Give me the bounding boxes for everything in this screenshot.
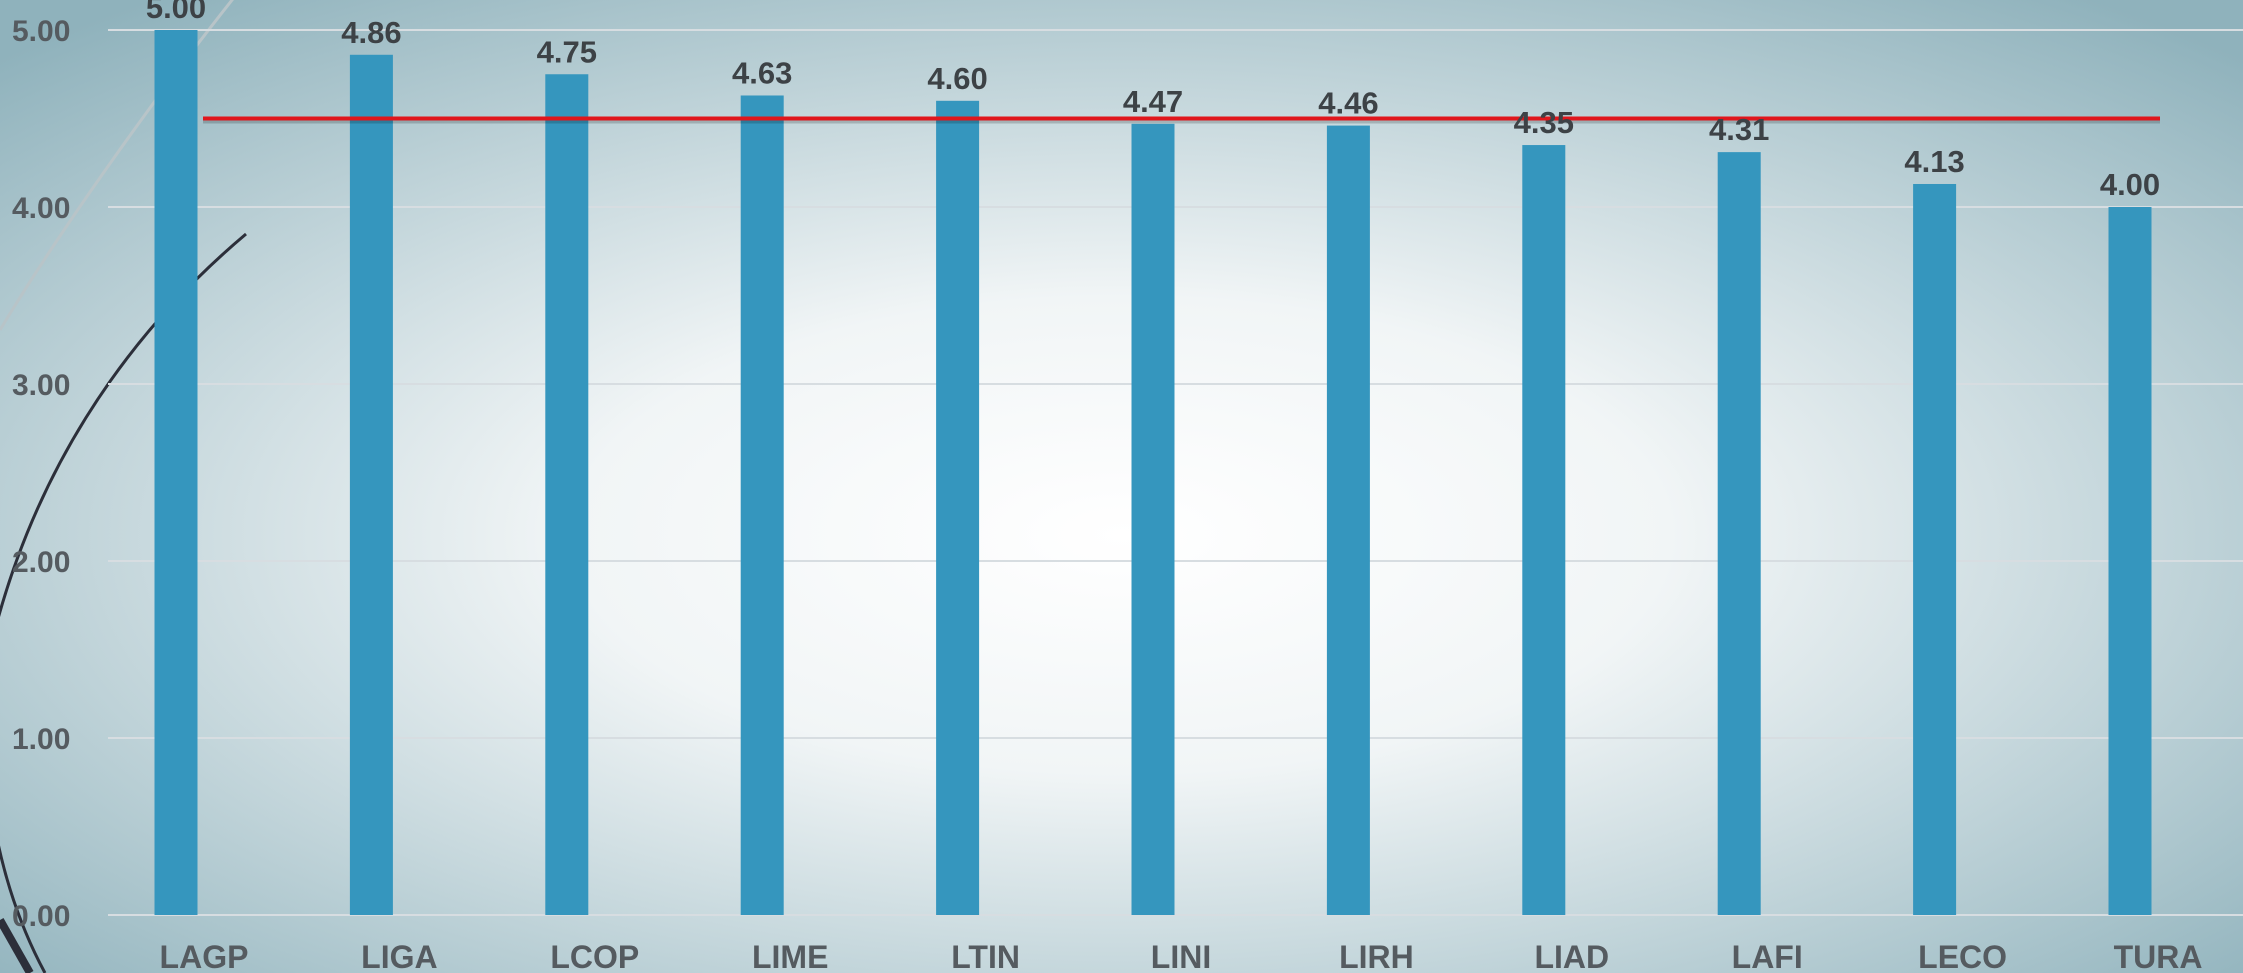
x-category-label: LIAD	[1534, 939, 1609, 973]
data-label: 4.75	[537, 34, 597, 69]
y-tick-label: 3.00	[12, 369, 70, 402]
bar	[2108, 207, 2152, 915]
x-axis-categories: LAGP LIGA LCOP LIME LTIN LINI LIRH LIAD LAFI LECO…	[160, 939, 2203, 973]
bar	[1131, 123, 1175, 915]
x-category-label: LTIN	[951, 939, 1020, 973]
bars	[154, 30, 2152, 916]
data-labels: 5.00 4.86 4.75 4.63 4.60 4.47 4.46 4.35 4.31 4.13…	[146, 0, 2160, 202]
x-category-label: LAGP	[160, 939, 249, 973]
decorative-arc-dark	[0, 232, 247, 973]
x-category-label: LAFI	[1732, 939, 1803, 973]
y-tick-label: 0.00	[12, 900, 70, 933]
data-label: 5.00	[146, 0, 206, 25]
bar	[1913, 183, 1957, 916]
x-category-label: LECO	[1918, 939, 2007, 973]
bar	[349, 54, 393, 915]
y-axis-ticks: 0.00 1.00 2.00 3.00 4.00 5.00	[12, 15, 70, 933]
bar	[740, 95, 784, 916]
data-label: 4.00	[2100, 167, 2160, 202]
data-label: 4.46	[1318, 86, 1378, 121]
y-tick-label: 5.00	[12, 15, 70, 48]
data-label: 4.60	[927, 61, 987, 96]
bar	[1326, 125, 1370, 915]
bar	[1717, 152, 1761, 915]
decorative-arc-light	[0, 0, 234, 331]
x-category-label: LIME	[752, 939, 828, 973]
data-label: 4.86	[341, 15, 401, 50]
data-label: 4.47	[1123, 84, 1183, 119]
reference-line-layer	[203, 116, 2160, 124]
x-category-label: LCOP	[550, 939, 639, 973]
data-label: 4.31	[1709, 112, 1769, 147]
decorative-arc-dark-bottom	[0, 918, 34, 973]
y-tick-label: 4.00	[12, 192, 70, 225]
x-category-label: LIRH	[1339, 939, 1414, 973]
x-category-label: TURA	[2114, 939, 2203, 973]
y-tick-label: 2.00	[12, 546, 70, 579]
bar	[936, 100, 980, 916]
data-label: 4.13	[1904, 144, 1964, 179]
x-category-label: LINI	[1151, 939, 1211, 973]
bar	[154, 30, 198, 915]
bar	[545, 74, 589, 915]
bar	[1522, 145, 1566, 916]
data-label: 4.63	[732, 55, 792, 90]
x-category-label: LIGA	[361, 939, 437, 973]
y-tick-label: 1.00	[12, 723, 70, 756]
data-label: 4.35	[1514, 105, 1574, 140]
gridlines	[108, 29, 2243, 916]
